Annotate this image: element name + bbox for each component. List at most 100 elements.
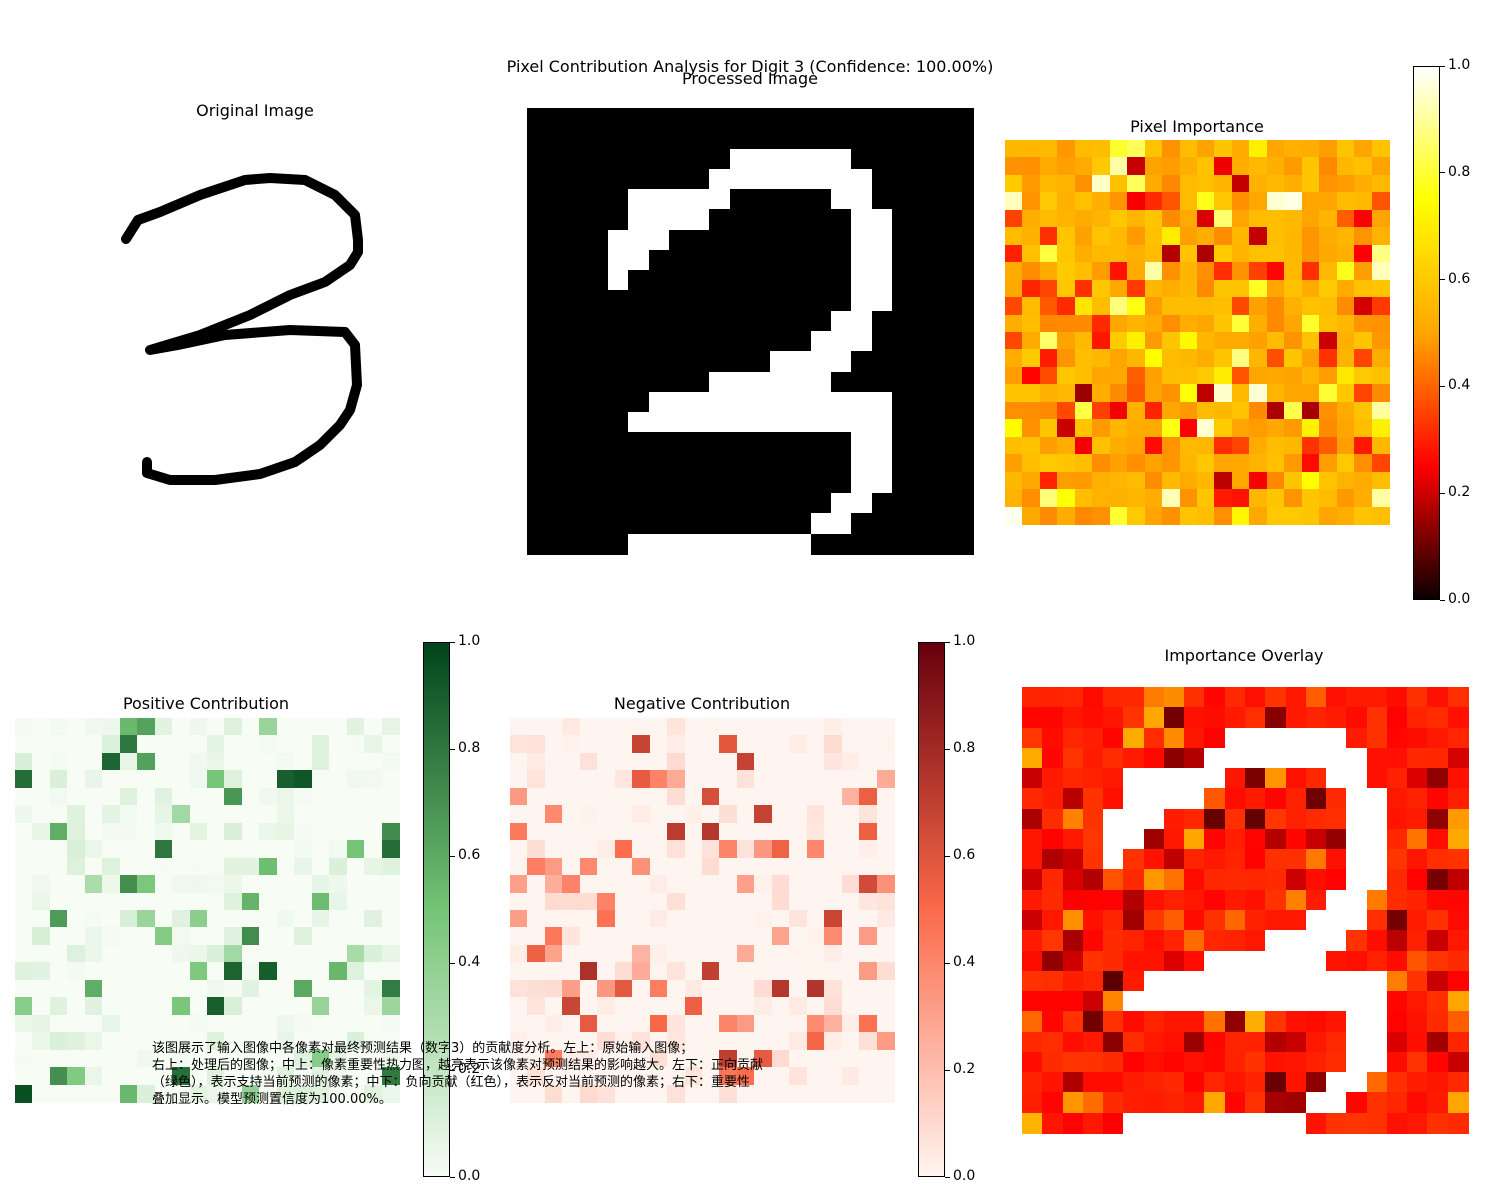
heatmap-cell bbox=[137, 979, 156, 998]
heatmap-cell bbox=[562, 1084, 581, 1103]
heatmap-cell bbox=[1197, 489, 1216, 508]
heatmap-cell bbox=[667, 857, 686, 876]
importance-overlay-title: Importance Overlay bbox=[1164, 646, 1324, 665]
heatmap-cell bbox=[932, 412, 954, 433]
heatmap-cell bbox=[15, 1032, 34, 1051]
heatmap-cell bbox=[259, 962, 278, 981]
heatmap-cell bbox=[1284, 279, 1303, 298]
heatmap-cell bbox=[891, 533, 913, 555]
heatmap-cell bbox=[364, 997, 383, 1016]
heatmap-cell bbox=[241, 822, 260, 841]
heatmap-cell bbox=[1354, 227, 1373, 246]
heatmap-cell bbox=[1245, 849, 1266, 871]
heatmap-cell bbox=[932, 513, 954, 535]
heatmap-cell bbox=[831, 168, 852, 190]
heatmap-cell bbox=[790, 290, 812, 312]
heatmap-cell bbox=[294, 718, 313, 737]
colorbar-tick-label: 0.8 bbox=[458, 740, 481, 756]
heatmap-cell bbox=[729, 270, 751, 292]
heatmap-cell bbox=[1231, 489, 1250, 508]
heatmap-cell bbox=[736, 927, 755, 946]
heatmap-cell bbox=[1266, 471, 1285, 490]
heatmap-cell bbox=[684, 875, 703, 894]
heatmap-cell bbox=[750, 331, 771, 352]
heatmap-cell bbox=[1042, 950, 1064, 972]
heatmap-cell bbox=[1447, 747, 1469, 769]
heatmap-cell bbox=[667, 1084, 686, 1103]
heatmap-cell bbox=[259, 910, 278, 929]
heatmap-cell bbox=[102, 997, 121, 1016]
original-image-title: Original Image bbox=[196, 101, 314, 120]
heatmap-cell bbox=[1082, 687, 1104, 708]
heatmap-cell bbox=[102, 875, 121, 894]
heatmap-cell bbox=[294, 752, 313, 771]
heatmap-cell bbox=[689, 108, 711, 129]
heatmap-cell bbox=[871, 432, 893, 454]
heatmap-cell bbox=[1249, 349, 1268, 368]
heatmap-cell bbox=[1265, 1031, 1287, 1053]
heatmap-cell bbox=[1371, 436, 1390, 455]
heatmap-cell bbox=[1319, 332, 1338, 351]
heatmap-cell bbox=[754, 892, 773, 911]
heatmap-cell bbox=[789, 787, 808, 806]
heatmap-cell bbox=[102, 805, 121, 824]
heatmap-cell bbox=[562, 718, 581, 737]
heatmap-cell bbox=[1407, 869, 1429, 891]
heatmap-cell bbox=[1144, 279, 1163, 298]
heatmap-cell bbox=[1284, 401, 1303, 420]
heatmap-cell bbox=[294, 875, 313, 894]
heatmap-cell bbox=[1266, 401, 1285, 420]
heatmap-cell bbox=[1109, 314, 1128, 333]
heatmap-cell bbox=[1319, 227, 1338, 246]
heatmap-cell bbox=[67, 1032, 86, 1051]
heatmap-cell bbox=[632, 735, 651, 754]
heatmap-cell bbox=[689, 331, 711, 352]
heatmap-cell bbox=[859, 944, 878, 963]
heatmap-cell bbox=[154, 752, 173, 771]
heatmap-cell bbox=[15, 962, 34, 981]
heatmap-cell bbox=[1266, 454, 1285, 473]
heatmap-cell bbox=[912, 351, 934, 373]
heatmap-cell bbox=[1179, 384, 1198, 403]
heatmap-cell bbox=[667, 997, 686, 1016]
heatmap-cell bbox=[1301, 157, 1320, 176]
heatmap-cell bbox=[1214, 419, 1233, 438]
heatmap-cell bbox=[527, 962, 546, 981]
heatmap-cell bbox=[1123, 1031, 1145, 1053]
heatmap-cell bbox=[567, 310, 589, 332]
heatmap-cell bbox=[1127, 279, 1146, 298]
heatmap-cell bbox=[754, 805, 773, 824]
heatmap-cell bbox=[567, 472, 589, 494]
heatmap-cell bbox=[544, 979, 563, 998]
heatmap-cell bbox=[32, 735, 51, 754]
heatmap-cell bbox=[189, 927, 208, 946]
heatmap-cell bbox=[346, 875, 365, 894]
importance-colorbar bbox=[1413, 66, 1440, 600]
heatmap-cell bbox=[1163, 1112, 1185, 1134]
heatmap-cell bbox=[49, 805, 68, 824]
heatmap-cell bbox=[547, 108, 569, 129]
heatmap-cell bbox=[771, 787, 790, 806]
heatmap-cell bbox=[567, 351, 589, 373]
heatmap-cell bbox=[689, 168, 711, 190]
heatmap-cell bbox=[241, 944, 260, 963]
heatmap-cell bbox=[1231, 349, 1250, 368]
heatmap-cell bbox=[364, 752, 383, 771]
heatmap-cell bbox=[311, 735, 330, 754]
heatmap-cell bbox=[1022, 910, 1043, 931]
heatmap-cell bbox=[1123, 687, 1145, 708]
heatmap-cell bbox=[207, 1014, 226, 1033]
heatmap-cell bbox=[1022, 419, 1041, 438]
heatmap-cell bbox=[1184, 849, 1206, 871]
heatmap-cell bbox=[810, 108, 832, 129]
heatmap-cell bbox=[1407, 1051, 1429, 1073]
heatmap-cell bbox=[84, 1032, 103, 1051]
heatmap-cell bbox=[1103, 687, 1124, 708]
heatmap-cell bbox=[952, 290, 974, 312]
heatmap-cell bbox=[1143, 1031, 1165, 1053]
heatmap-cell bbox=[1022, 869, 1043, 891]
heatmap-cell bbox=[810, 331, 832, 352]
heatmap-cell bbox=[831, 351, 852, 373]
heatmap-cell bbox=[1162, 314, 1181, 333]
heatmap-cell bbox=[789, 770, 808, 789]
